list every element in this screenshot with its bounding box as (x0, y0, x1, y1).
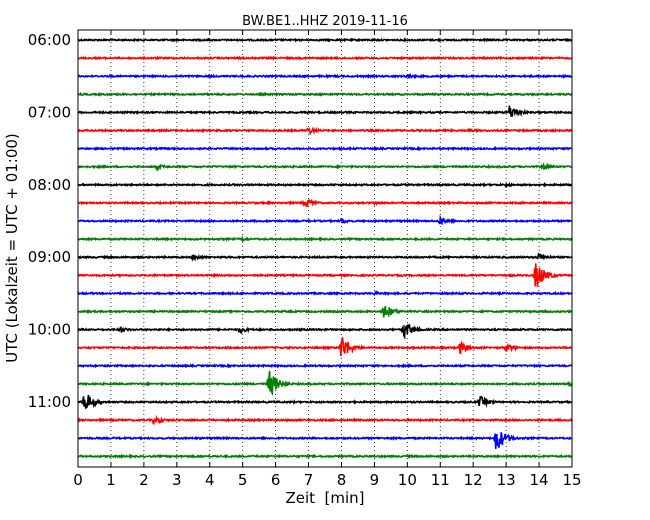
x-tick-label: 13 (497, 471, 516, 489)
seismic-trace (77, 370, 573, 397)
seismic-trace (77, 37, 573, 43)
y-tick-label: 11:00 (28, 393, 71, 411)
seismic-trace (77, 145, 573, 152)
y-axis-label: UTC (Lokalzeit = UTC + 01:00) (3, 133, 21, 363)
seismic-trace (77, 394, 573, 410)
seismic-trace (77, 55, 573, 61)
y-tick-label: 07:00 (28, 103, 71, 121)
x-tick-label: 9 (370, 471, 380, 489)
y-tick-label: 10:00 (28, 321, 71, 339)
x-tick-label: 6 (271, 471, 281, 489)
x-tick-label: 2 (139, 471, 149, 489)
x-tick-label: 7 (304, 471, 314, 489)
y-tick-label: 08:00 (28, 176, 71, 194)
seismic-trace (77, 181, 573, 189)
x-axis-label: Zeit [min] (285, 489, 364, 507)
x-tick-label: 11 (431, 471, 450, 489)
x-tick-label: 5 (238, 471, 248, 489)
seismic-trace (77, 432, 573, 449)
x-tick-label: 8 (337, 471, 347, 489)
x-tick-label: 15 (562, 471, 581, 489)
seismic-trace (77, 91, 573, 97)
x-tick-label: 14 (530, 471, 549, 489)
seismic-trace (77, 105, 573, 117)
y-tick-label: 09:00 (28, 248, 71, 266)
seismic-trace (77, 214, 573, 226)
seismic-trace (77, 453, 573, 460)
seismic-trace (77, 263, 573, 287)
seismic-trace (77, 198, 573, 208)
y-axis: 06:00 07:00 08:00 09:00 10:00 11:00 (28, 31, 572, 411)
seismic-trace (77, 414, 573, 425)
x-tick-label: 3 (172, 471, 182, 489)
seismic-trace (77, 336, 573, 357)
seismic-trace (77, 235, 573, 243)
seismic-trace (78, 306, 573, 318)
seismic-trace (77, 362, 573, 369)
x-axis: 0 1 2 3 4 5 6 7 8 9 10 11 12 13 14 15 (73, 30, 582, 489)
x-tick-label: 0 (73, 471, 83, 489)
seismic-trace (77, 323, 573, 341)
seismic-trace (77, 72, 573, 80)
plot-frame (77, 29, 573, 468)
trace-group (77, 37, 573, 460)
x-tick-label: 1 (106, 471, 116, 489)
seismic-trace (77, 290, 573, 297)
seismic-trace (77, 252, 573, 263)
seismic-trace (77, 162, 573, 172)
chart-title: BW.BE1..HHZ 2019-11-16 (242, 14, 408, 29)
x-tick-label: 12 (464, 471, 483, 489)
vertical-grid (110, 30, 540, 467)
x-tick-label: 10 (398, 471, 417, 489)
y-tick-label: 06:00 (28, 31, 71, 49)
seismic-trace (77, 126, 573, 136)
x-tick-label: 4 (205, 471, 215, 489)
